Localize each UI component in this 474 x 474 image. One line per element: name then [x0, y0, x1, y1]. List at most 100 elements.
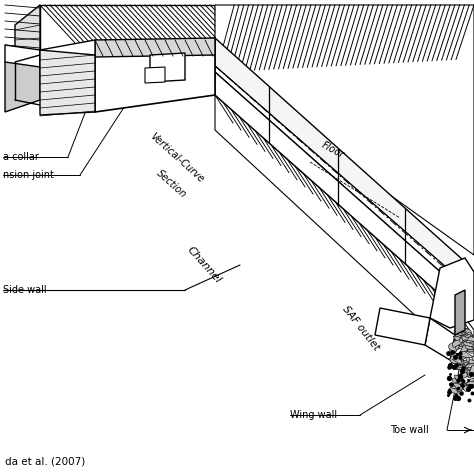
- Polygon shape: [454, 340, 458, 344]
- Polygon shape: [464, 362, 469, 365]
- Text: Section: Section: [155, 168, 189, 200]
- Polygon shape: [375, 308, 430, 345]
- Polygon shape: [460, 344, 469, 352]
- Text: nsion joint: nsion joint: [3, 170, 54, 180]
- Polygon shape: [40, 50, 95, 115]
- Polygon shape: [450, 385, 458, 393]
- Polygon shape: [467, 341, 473, 345]
- Polygon shape: [465, 383, 474, 391]
- Text: da et al. (2007): da et al. (2007): [5, 457, 85, 467]
- Polygon shape: [468, 342, 474, 348]
- Text: Vertical-Curve: Vertical-Curve: [148, 131, 206, 185]
- Polygon shape: [473, 342, 474, 348]
- Polygon shape: [215, 5, 474, 255]
- Polygon shape: [464, 342, 474, 346]
- Polygon shape: [467, 347, 474, 349]
- Polygon shape: [145, 67, 165, 83]
- Polygon shape: [95, 38, 215, 57]
- Polygon shape: [465, 364, 474, 368]
- Polygon shape: [461, 339, 468, 347]
- Polygon shape: [465, 337, 473, 346]
- Polygon shape: [469, 379, 474, 383]
- Polygon shape: [455, 342, 466, 350]
- Polygon shape: [455, 290, 465, 335]
- Polygon shape: [462, 336, 469, 340]
- Polygon shape: [460, 330, 469, 337]
- Polygon shape: [467, 349, 474, 353]
- Polygon shape: [455, 383, 464, 392]
- Polygon shape: [453, 383, 463, 392]
- Polygon shape: [215, 38, 463, 282]
- Polygon shape: [215, 66, 463, 292]
- Polygon shape: [463, 387, 470, 389]
- Text: Toe wall: Toe wall: [390, 425, 429, 435]
- Polygon shape: [465, 345, 474, 349]
- Polygon shape: [467, 349, 474, 352]
- Polygon shape: [458, 340, 467, 347]
- Polygon shape: [467, 367, 474, 370]
- Polygon shape: [455, 332, 466, 337]
- Polygon shape: [455, 333, 462, 337]
- Polygon shape: [455, 328, 466, 332]
- Polygon shape: [458, 372, 467, 379]
- Polygon shape: [461, 329, 471, 333]
- Polygon shape: [450, 355, 458, 364]
- Polygon shape: [469, 376, 474, 382]
- Polygon shape: [460, 372, 470, 375]
- Polygon shape: [463, 337, 474, 342]
- Polygon shape: [40, 40, 95, 67]
- Polygon shape: [453, 336, 461, 343]
- Polygon shape: [463, 385, 471, 392]
- Polygon shape: [453, 365, 467, 371]
- Polygon shape: [430, 258, 474, 328]
- Polygon shape: [459, 338, 463, 343]
- Polygon shape: [467, 373, 472, 378]
- Polygon shape: [469, 365, 474, 373]
- Polygon shape: [215, 72, 463, 315]
- Polygon shape: [456, 352, 466, 360]
- Polygon shape: [463, 343, 468, 346]
- Polygon shape: [456, 346, 467, 352]
- Polygon shape: [466, 382, 474, 385]
- Polygon shape: [95, 38, 215, 112]
- Polygon shape: [215, 95, 474, 370]
- Polygon shape: [461, 350, 473, 358]
- Polygon shape: [457, 365, 464, 367]
- Polygon shape: [450, 346, 460, 355]
- Text: SAF outlet: SAF outlet: [340, 304, 381, 352]
- Polygon shape: [454, 375, 462, 383]
- Polygon shape: [456, 358, 461, 365]
- Text: Channel: Channel: [185, 245, 223, 285]
- Polygon shape: [468, 380, 474, 388]
- Polygon shape: [456, 338, 461, 341]
- Text: a collar: a collar: [3, 152, 39, 162]
- Polygon shape: [465, 333, 473, 337]
- Polygon shape: [15, 5, 40, 90]
- Polygon shape: [465, 357, 470, 362]
- Polygon shape: [5, 50, 40, 112]
- Polygon shape: [457, 334, 469, 341]
- Polygon shape: [460, 375, 468, 377]
- Polygon shape: [450, 385, 460, 389]
- Polygon shape: [452, 378, 458, 383]
- Polygon shape: [466, 383, 474, 386]
- Polygon shape: [456, 383, 469, 389]
- Polygon shape: [425, 318, 455, 360]
- Polygon shape: [450, 358, 456, 364]
- Polygon shape: [463, 360, 474, 364]
- Polygon shape: [460, 360, 464, 365]
- Polygon shape: [40, 5, 215, 70]
- Text: Side wall: Side wall: [3, 285, 46, 295]
- Polygon shape: [465, 334, 471, 337]
- Polygon shape: [468, 382, 474, 387]
- Polygon shape: [456, 367, 465, 370]
- Polygon shape: [456, 365, 468, 368]
- Text: Floor: Floor: [320, 140, 346, 160]
- Polygon shape: [150, 53, 185, 82]
- Polygon shape: [448, 342, 456, 351]
- Polygon shape: [452, 358, 462, 364]
- Polygon shape: [452, 340, 465, 347]
- Polygon shape: [465, 328, 470, 332]
- Polygon shape: [449, 365, 462, 369]
- Polygon shape: [462, 355, 467, 357]
